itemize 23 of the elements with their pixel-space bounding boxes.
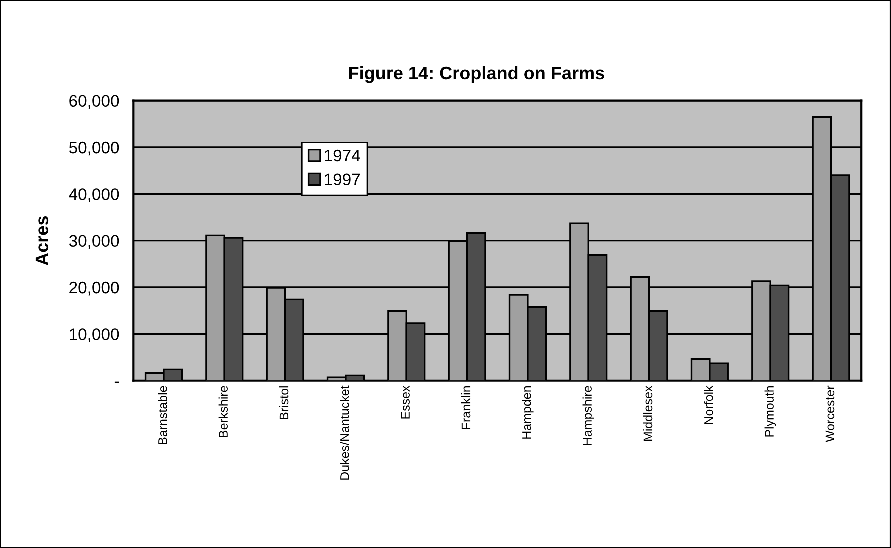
x-tick-label: Norfolk bbox=[704, 386, 714, 424]
y-tick-label: 20,000 bbox=[70, 282, 120, 296]
x-tick-label: Dukes/Nantucket bbox=[340, 386, 350, 480]
x-tick-label: Middlesex bbox=[643, 386, 653, 441]
x-tick-label: Worcester bbox=[826, 386, 835, 442]
x-tick-label: Franklin bbox=[461, 386, 471, 430]
legend-label: 1974 bbox=[325, 150, 360, 162]
y-tick-label: 30,000 bbox=[69, 235, 120, 250]
chart-title: Figure 14: Cropland on Farms bbox=[349, 66, 604, 84]
y-tick-label: 50,000 bbox=[69, 142, 120, 156]
x-tick-label: Hampden bbox=[522, 386, 534, 439]
y-tick-label: 60,000 bbox=[70, 95, 120, 110]
y-tick-label: 10,000 bbox=[70, 328, 120, 342]
y-axis-title: Acres bbox=[36, 216, 49, 266]
y-tick-label: - bbox=[114, 382, 120, 384]
x-tick-label: Hampshire bbox=[582, 386, 594, 446]
x-tick-label: Plymouth bbox=[764, 386, 776, 437]
legend-label: 1997 bbox=[325, 174, 360, 186]
y-tick-label: 40,000 bbox=[69, 188, 120, 202]
x-tick-label: Bristol bbox=[279, 386, 289, 420]
x-tick-label: Barnstable bbox=[158, 386, 168, 444]
x-tick-label: Essex bbox=[401, 386, 410, 419]
x-tick-label: Berkshire bbox=[218, 386, 228, 438]
